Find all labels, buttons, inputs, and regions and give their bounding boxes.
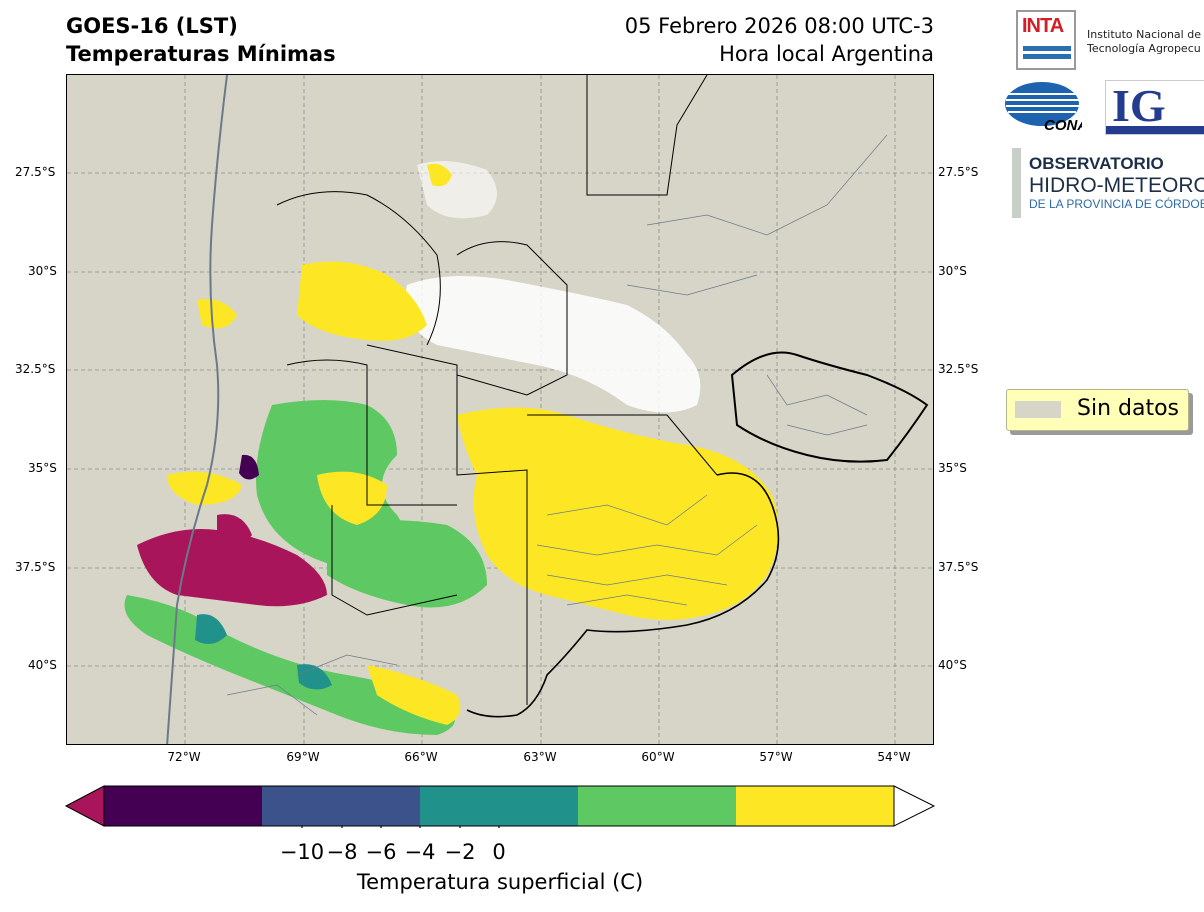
colorbar-tick-label: −10 (279, 840, 325, 864)
colorbar-tick-label: −4 (404, 840, 436, 864)
lon-label: 69°W (286, 750, 320, 764)
inta-name: Instituto Nacional de Tecnología Agropec… (1087, 28, 1201, 56)
colorbar-tick-label: 0 (492, 840, 506, 864)
observatorio-logo-bar (1012, 148, 1021, 218)
lat-label-right: 30°S (938, 264, 967, 278)
title-line-2: Temperaturas Mínimas (66, 42, 336, 66)
lat-label-left: 35°S (28, 461, 57, 475)
lat-label-left: 40°S (28, 658, 57, 672)
lat-label-right: 37.5°S (938, 560, 979, 574)
uruguay-border (730, 351, 929, 463)
colorbar-tick-label: −8 (326, 840, 358, 864)
lat-label-left: 37.5°S (15, 560, 56, 574)
colorbar-segment (104, 786, 262, 826)
andes-border (166, 75, 228, 744)
lon-label: 60°W (641, 750, 675, 764)
lon-label: 54°W (877, 750, 911, 764)
ig-logo: IG (1105, 80, 1204, 135)
timezone-label: Hora local Argentina (719, 42, 934, 66)
lat-label-left: 27.5°S (15, 165, 56, 179)
inta-name-line-1: Instituto Nacional de (1087, 28, 1201, 41)
colorbar-extend-high (893, 785, 936, 827)
lat-label-right: 27.5°S (938, 165, 979, 179)
lat-label-right: 40°S (938, 658, 967, 672)
observatorio-line-1: OBSERVATORIO (1029, 154, 1164, 173)
lon-label: 57°W (759, 750, 793, 764)
lon-label: 63°W (523, 750, 557, 764)
inta-logo: INTA (1016, 10, 1076, 70)
lat-label-left: 30°S (28, 264, 57, 278)
datetime-label: 05 Febrero 2026 08:00 UTC-3 (624, 14, 934, 38)
inta-name-line-2: Tecnología Agropecu (1087, 42, 1201, 55)
ig-logo-text: IG (1112, 80, 1166, 131)
department-borders (226, 134, 888, 716)
lat-label-left: 32.5°S (15, 362, 56, 376)
title-line-1: GOES-16 (LST) (66, 14, 238, 38)
province-borders (276, 75, 718, 705)
no-data-legend: Sin datos (1006, 389, 1189, 431)
colorbar-segment (262, 786, 420, 826)
colorbar-title: Temperatura superficial (C) (356, 870, 644, 894)
map-panel (66, 74, 934, 745)
colorbar-segment (736, 786, 894, 826)
colorbar-segment (578, 786, 736, 826)
inta-logo-stripe (1023, 54, 1071, 59)
chart-title: GOES-16 (LST) Temperaturas Mínimas (66, 12, 336, 68)
conae-logo-text: CONAE (1044, 117, 1082, 132)
ig-logo-bar (1106, 126, 1204, 134)
colorbar-segment (420, 786, 578, 826)
conae-logo: CONAE (1004, 80, 1099, 134)
timestamp-block: 05 Febrero 2026 08:00 UTC-3 Hora local A… (625, 12, 934, 68)
lon-label: 66°W (404, 750, 438, 764)
lon-label: 72°W (167, 750, 201, 764)
colorbar-tick-label: −6 (365, 840, 397, 864)
lat-label-right: 32.5°S (938, 362, 979, 376)
map-svg (67, 75, 933, 744)
colorbar-extend-low (64, 785, 105, 827)
colorbar-tick-label: −2 (444, 840, 476, 864)
observatorio-line-2: HIDRO-METEOROLÓG (1029, 174, 1204, 197)
inta-logo-stripe (1023, 46, 1071, 51)
temperature-field (124, 161, 779, 735)
inta-logo-text: INTA (1022, 15, 1064, 37)
colorbar (64, 785, 936, 828)
lat-label-right: 35°S (938, 461, 967, 475)
no-data-swatch (1015, 401, 1061, 418)
observatorio-line-3: DE LA PROVINCIA DE CÓRDOBA (1029, 197, 1204, 211)
coastline (466, 472, 780, 718)
no-data-label: Sin datos (1077, 396, 1180, 421)
